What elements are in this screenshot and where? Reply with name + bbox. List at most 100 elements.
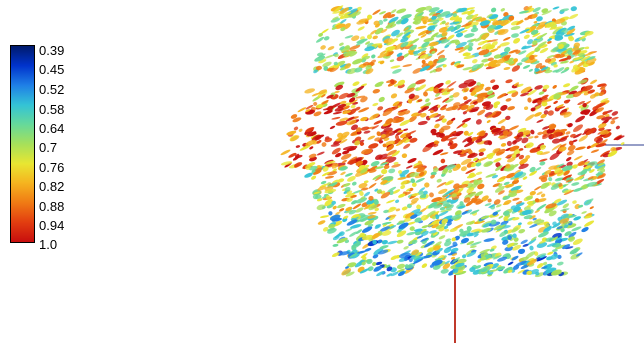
isosurface-blob	[470, 228, 481, 233]
isosurface-blob	[513, 169, 521, 175]
isosurface-blob	[436, 182, 447, 188]
isosurface-blob	[497, 256, 508, 262]
isosurface-blob	[491, 174, 499, 179]
isosurface-blob	[405, 165, 413, 169]
isosurface-blob	[431, 259, 443, 266]
isosurface-blob	[583, 51, 595, 57]
isosurface-blob	[371, 232, 381, 239]
isosurface-blob	[387, 40, 396, 46]
isosurface-blob	[438, 17, 444, 21]
isosurface-blob	[473, 233, 479, 238]
isosurface-blob	[433, 204, 443, 209]
isosurface-blob	[306, 132, 317, 137]
isosurface-blob	[510, 25, 521, 31]
isosurface-blob	[503, 266, 513, 274]
isosurface-blob	[438, 188, 448, 195]
isosurface-blob	[427, 25, 436, 31]
isosurface-blob	[506, 140, 512, 147]
isosurface-blob	[493, 224, 502, 231]
isosurface-blob	[288, 152, 297, 158]
isosurface-blob	[295, 145, 301, 148]
isosurface-blob	[321, 171, 330, 177]
isosurface-blob	[573, 155, 583, 161]
isosurface-blob	[332, 243, 339, 247]
isosurface-blob	[316, 198, 323, 202]
isosurface-blob	[381, 168, 388, 175]
isosurface-blob	[541, 266, 548, 269]
isosurface-blob	[499, 51, 509, 56]
isosurface-blob	[532, 217, 537, 221]
isosurface-blob	[460, 237, 470, 244]
isosurface-blob	[558, 164, 567, 169]
isosurface-blob	[396, 230, 407, 238]
isosurface-blob	[374, 207, 379, 212]
isosurface-blob	[345, 228, 353, 232]
isosurface-blob	[349, 224, 362, 229]
isosurface-blob	[387, 186, 397, 193]
isosurface-blob	[414, 229, 423, 233]
isosurface-blob	[587, 176, 594, 180]
isosurface-blob	[385, 129, 393, 135]
isosurface-blob	[343, 51, 353, 57]
isosurface-blob	[441, 88, 450, 93]
isosurface-blob	[538, 240, 547, 244]
isosurface-blob	[551, 138, 561, 144]
isosurface-blob	[571, 182, 580, 186]
isosurface-blob	[487, 59, 498, 67]
isosurface-blob	[479, 248, 491, 254]
isosurface-blob	[466, 226, 472, 232]
isosurface-blob	[556, 104, 564, 109]
isosurface-blob	[490, 263, 499, 269]
isosurface-blob	[387, 14, 396, 19]
isosurface-blob	[434, 96, 442, 100]
isosurface-blob	[420, 112, 427, 118]
isosurface-blob	[515, 202, 525, 207]
isosurface-blob	[371, 125, 379, 130]
isosurface-blob	[560, 50, 567, 55]
isosurface-blob	[523, 34, 530, 39]
isosurface-blob	[531, 13, 538, 19]
isosurface-blob	[597, 83, 607, 88]
isosurface-blob	[405, 212, 415, 219]
isosurface-blob	[522, 243, 530, 247]
isosurface-blob	[563, 112, 572, 118]
isosurface-blob	[349, 44, 361, 50]
isosurface-blob	[435, 16, 442, 22]
isosurface-blob	[529, 54, 535, 61]
isosurface-blob	[364, 46, 375, 52]
isosurface-blob	[414, 231, 422, 236]
isosurface-blob	[444, 260, 450, 265]
isosurface-blob	[345, 206, 353, 212]
isosurface-blob	[553, 93, 561, 100]
isosurface-blob	[304, 172, 313, 178]
isosurface-blob	[513, 137, 523, 144]
isosurface-blob	[568, 13, 579, 20]
isosurface-blob	[331, 116, 341, 120]
isosurface-blob	[347, 176, 356, 182]
isosurface-blob	[504, 46, 511, 53]
isosurface-blob	[401, 137, 409, 142]
isosurface-blob	[514, 177, 519, 181]
isosurface-blob	[419, 194, 425, 199]
isosurface-blob	[367, 14, 373, 20]
isosurface-blob	[372, 174, 382, 180]
isosurface-blob	[534, 112, 542, 117]
isosurface-blob	[400, 41, 409, 48]
isosurface-blob	[466, 232, 474, 237]
isosurface-blob	[373, 120, 383, 125]
isosurface-blob	[446, 88, 454, 92]
isosurface-blob	[473, 157, 478, 162]
isosurface-blob	[596, 159, 605, 166]
isosurface-blob	[398, 193, 406, 198]
legend-label-10: 1.0	[39, 237, 58, 252]
isosurface-blob	[342, 110, 352, 115]
isosurface-blob	[465, 109, 473, 112]
isosurface-blob	[397, 79, 406, 86]
isosurface-blob	[446, 137, 458, 141]
isosurface-blob	[342, 145, 355, 151]
legend-label-4: 0.64	[39, 121, 65, 136]
isosurface-blob	[395, 208, 401, 212]
isosurface-blob	[458, 102, 469, 107]
isosurface-blob	[313, 101, 318, 106]
isosurface-blob	[339, 208, 345, 212]
